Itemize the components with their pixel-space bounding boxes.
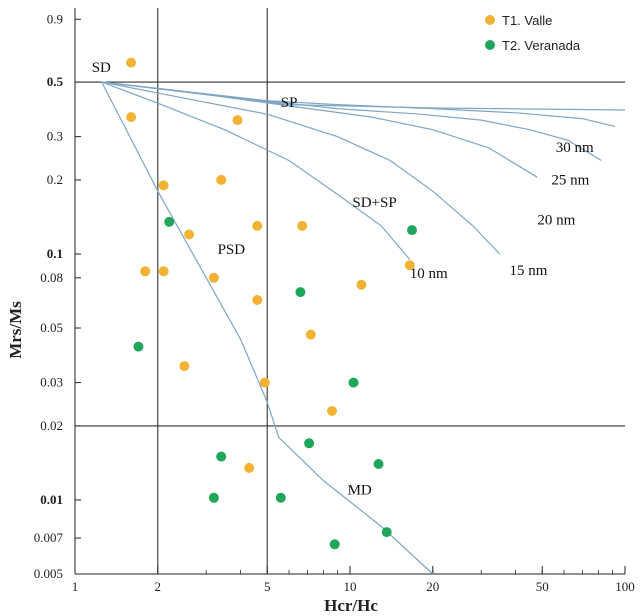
y-tick-label: 0.01	[40, 492, 63, 507]
veranada-point	[373, 459, 384, 469]
x-tick-label: 5	[264, 579, 271, 594]
y-tick-label: 0.2	[47, 172, 63, 187]
region-label: SD+SP	[352, 195, 396, 211]
veranada-point	[208, 492, 219, 503]
x-tick-label: 10	[344, 579, 357, 594]
x-tick-label: 100	[615, 579, 635, 594]
valle-point	[327, 406, 337, 416]
region-label: SD	[92, 60, 111, 76]
veranada-point	[295, 287, 306, 298]
region-labels: SD SP SD+SP PSD MD	[92, 60, 397, 499]
y-tick-label: 0.005	[34, 566, 63, 581]
y-tick-label: 0.05	[40, 320, 63, 335]
data-points	[126, 57, 417, 550]
veranada-point	[216, 451, 227, 462]
valle-point	[404, 260, 415, 271]
y-tick-label: 0.3	[47, 129, 63, 144]
valle-point	[305, 329, 316, 340]
valle-point	[356, 279, 367, 290]
y-axis-label: Mrs/Ms	[6, 301, 25, 359]
mixing-curve	[101, 81, 626, 111]
legend: T1. Valle T2. Veranada	[485, 13, 581, 53]
mixing-curve	[101, 81, 538, 178]
y-tick-label: 0.1	[47, 246, 63, 261]
y-tick-label: 0.5	[47, 74, 64, 89]
valle-point	[297, 220, 308, 231]
veranada-point	[164, 216, 175, 227]
mixing-curve	[101, 81, 616, 127]
valle-point	[252, 295, 263, 305]
x-tick-label: 1	[72, 579, 79, 594]
veranada-point	[304, 438, 315, 449]
valle-point	[232, 115, 243, 126]
y-tick-label: 0.007	[34, 530, 64, 545]
region-label: MD	[348, 483, 372, 499]
valle-point	[126, 112, 137, 123]
curve-label: 20 nm	[537, 212, 575, 228]
curve-label: 15 nm	[509, 263, 547, 279]
veranada-point	[275, 492, 286, 503]
sd-md-mixing-curve	[101, 81, 434, 575]
region-label: SP	[281, 95, 298, 111]
veranada-point	[348, 377, 359, 388]
valle-point	[158, 266, 169, 277]
region-label: PSD	[218, 242, 246, 258]
mixing-curve	[101, 81, 501, 255]
veranada-point	[407, 225, 417, 236]
veranada-point	[329, 539, 340, 550]
valle-point	[208, 272, 219, 283]
x-tick-label: 2	[155, 579, 162, 594]
y-tick-label: 0.08	[40, 270, 63, 285]
legend-label: T2. Veranada	[502, 38, 581, 53]
mixing-curve	[101, 81, 411, 260]
y-tick-label: 0.9	[47, 11, 63, 26]
x-tick-label: 50	[536, 579, 549, 594]
x-tick-label: 20	[426, 579, 439, 594]
valle-point	[140, 266, 151, 277]
curve-label: 25 nm	[551, 172, 589, 188]
veranada-point	[381, 527, 392, 538]
legend-marker	[485, 40, 495, 50]
legend-label: T1. Valle	[502, 13, 552, 28]
valle-point	[184, 229, 195, 240]
valle-point	[244, 462, 255, 473]
valle-point	[252, 220, 263, 231]
legend-marker	[485, 15, 495, 25]
curve-label: 10 nm	[410, 266, 448, 282]
mixing-curves: 10 nm 15 nm 20 nm 25 nm 30 nm	[101, 81, 626, 575]
mixing-curve	[101, 81, 602, 162]
valle-point	[259, 377, 270, 388]
y-tick-label: 0.02	[40, 418, 63, 433]
valle-point	[179, 361, 190, 372]
veranada-point	[133, 341, 144, 352]
curve-label: 30 nm	[556, 140, 594, 156]
axes: 1 2 5 10 20 50 100 0.9 0.5 0.3 0.2 0.1 0.08 0.05 0.03 0…	[34, 8, 635, 594]
valle-point	[126, 57, 137, 68]
y-tick-label: 0.03	[40, 375, 63, 390]
valle-point	[158, 180, 169, 191]
valle-point	[216, 174, 227, 185]
x-axis-label: Hcr/Hc	[324, 596, 378, 615]
